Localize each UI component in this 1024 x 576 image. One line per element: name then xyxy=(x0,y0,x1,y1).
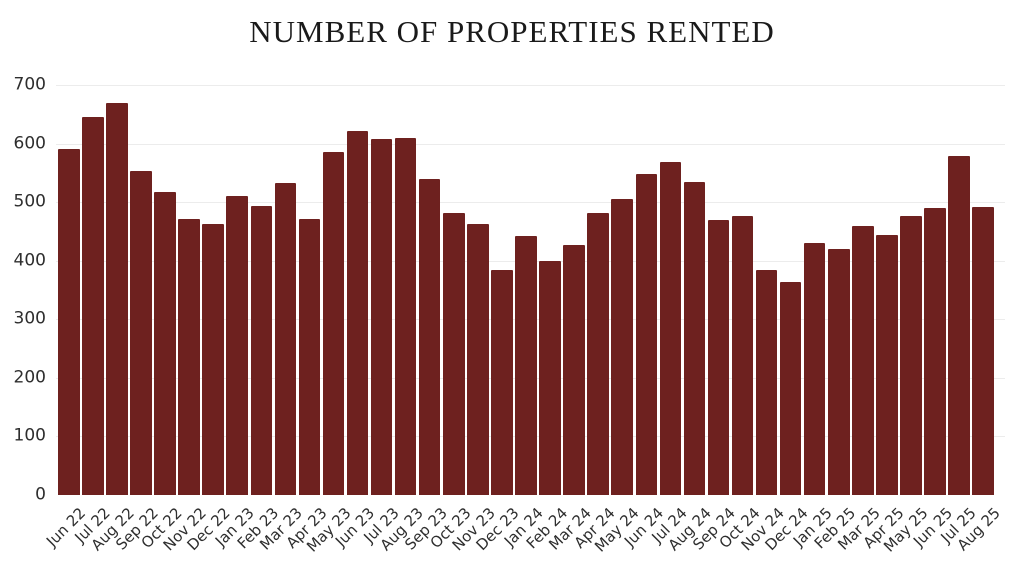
gridline xyxy=(56,202,1005,204)
y-axis-label: 600 xyxy=(13,133,46,154)
bar-dec-24 xyxy=(779,281,802,495)
bar-sep-23 xyxy=(418,179,441,495)
y-axis-label: 700 xyxy=(13,74,46,95)
y-axis-label: 400 xyxy=(13,250,46,271)
bar-apr-25 xyxy=(876,234,898,495)
bar-jun-22 xyxy=(58,148,80,495)
y-axis-label: 300 xyxy=(13,308,46,329)
bar-dec-23 xyxy=(491,269,513,495)
bar-feb-25 xyxy=(828,249,850,495)
bar-sep-22 xyxy=(130,171,152,495)
bar-may-25 xyxy=(900,216,922,495)
bar-jul-23 xyxy=(370,139,393,495)
bar-may-24 xyxy=(611,198,633,495)
bar-aug-22 xyxy=(106,102,128,495)
gridline xyxy=(56,143,1005,145)
bar-apr-24 xyxy=(587,212,609,495)
bar-apr-23 xyxy=(298,218,321,495)
bar-aug-25 xyxy=(972,206,994,495)
x-axis: Jun 22 Jul 22 Aug 22 Sep 22 Oct 22 Nov 22 Dec … xyxy=(43,495,1004,575)
bar-jul-25 xyxy=(948,156,970,495)
bar-jun-24 xyxy=(635,174,657,495)
bar-oct-23 xyxy=(443,212,465,495)
bar-sep-24 xyxy=(707,219,730,495)
y-axis-label: 100 xyxy=(13,426,46,447)
gridline xyxy=(56,85,1005,86)
chart-title: NUMBER OF PROPERTIES RENTED xyxy=(249,14,775,49)
bar-mar-24 xyxy=(563,244,585,495)
bar-aug-23 xyxy=(394,137,417,495)
bars-container xyxy=(58,85,994,495)
bar-feb-24 xyxy=(539,261,561,495)
bar-oct-24 xyxy=(731,216,754,495)
y-axis-label: 0 xyxy=(35,484,46,505)
bar-jan-25 xyxy=(803,243,826,495)
bar-jan-23 xyxy=(226,195,248,495)
bar-may-23 xyxy=(322,151,345,495)
bar-nov-24 xyxy=(755,269,778,495)
bar-mar-25 xyxy=(852,226,874,495)
y-axis-label: 200 xyxy=(13,367,46,388)
bar-feb-23 xyxy=(250,205,272,495)
bar-dec-22 xyxy=(202,223,224,495)
plot-area: 0 100 200 300 400 500 600 700 Jun 22 Jul 22 Aug 2… xyxy=(14,75,1005,556)
bar-jun-23 xyxy=(346,131,369,495)
bar-nov-23 xyxy=(467,223,489,495)
bar-jun-25 xyxy=(924,208,946,495)
bar-nov-22 xyxy=(178,219,200,495)
bar-jan-24 xyxy=(515,235,537,495)
bar-mar-23 xyxy=(274,182,297,495)
bar-jul-22 xyxy=(82,117,104,495)
bar-jul-24 xyxy=(659,162,682,495)
bar-oct-22 xyxy=(154,192,176,495)
bar-aug-24 xyxy=(683,182,706,495)
y-axis-label: 500 xyxy=(13,191,46,212)
